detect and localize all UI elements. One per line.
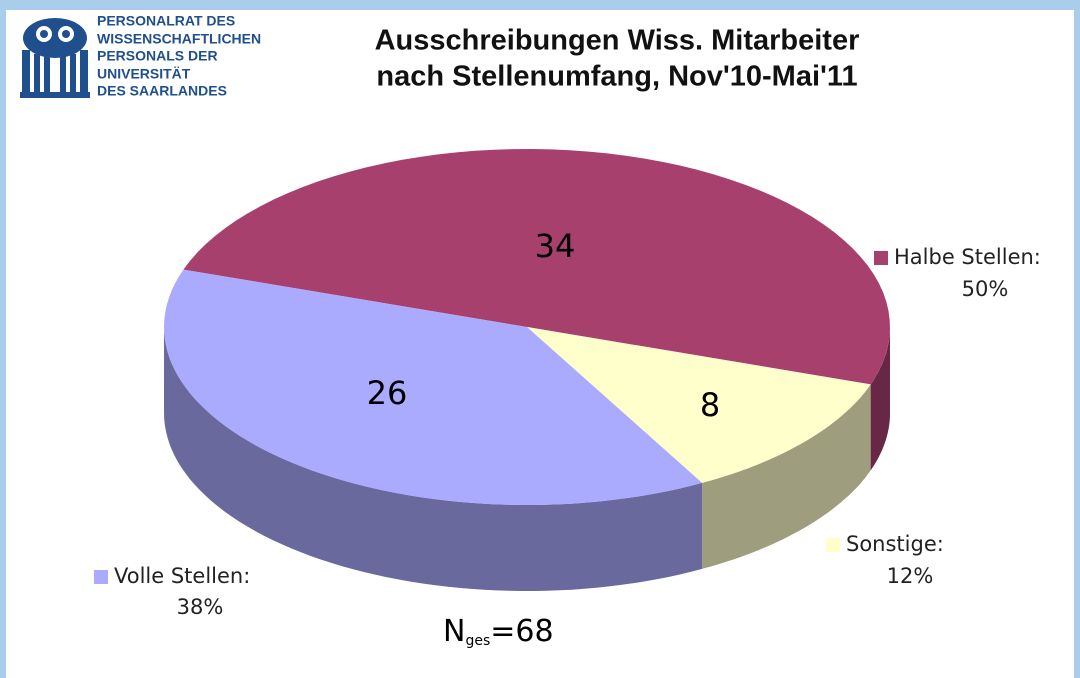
value-label: 8 [700,386,720,424]
value-label: 34 [535,227,576,265]
annotation: Nges=68 [443,614,554,650]
annotation-main: N [443,614,465,649]
logo-text: UNIVERSITÄT [97,66,191,82]
category-label: Halbe Stellen: [894,245,1041,269]
slice-side [164,327,703,591]
logo-text: DES SAARLANDES [97,83,227,99]
slice-side [870,327,890,471]
chart-title: nach Stellenumfang, Nov'10-Mai'11 [376,61,857,93]
logo-emblem [18,16,92,100]
annotation-rest: =68 [490,614,553,649]
chart-title: Ausschreibungen Wiss. Mitarbeiter [375,25,860,57]
category-label: Sonstige: [846,532,944,556]
slice [527,327,871,483]
percent-label: 38% [177,595,224,619]
percent-label: 50% [962,277,1009,301]
legend-swatch [874,251,888,265]
slice [183,149,890,385]
logo-text: PERSONALS DER [97,48,218,64]
pie [164,149,890,591]
percent-label: 12% [887,564,934,588]
slice-side-shade [702,384,871,569]
slice-side [702,384,871,569]
slice-side-shade [870,327,890,471]
annotation-sub: ges [465,633,490,649]
legend-swatch [94,570,108,584]
logo-text: PERSONALRAT DES [97,13,235,29]
legend-swatch [826,538,840,552]
slice-side-shade [164,327,703,591]
value-label: 26 [367,374,408,412]
logo-text: WISSENSCHAFTLICHEN [97,31,261,47]
slice [164,269,703,505]
category-label: Volle Stellen: [114,564,250,588]
